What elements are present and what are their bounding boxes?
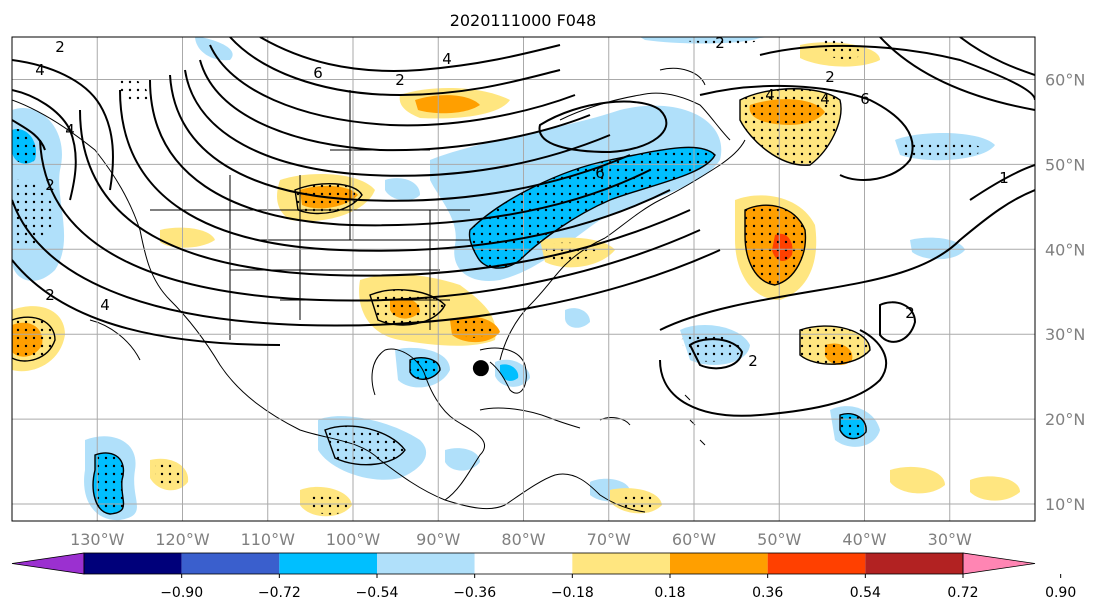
contour-label: 2 xyxy=(45,286,55,304)
longitude-label: 100°W xyxy=(326,530,381,549)
longitude-label: 110°W xyxy=(241,530,296,549)
latitude-label: 30°N xyxy=(1045,325,1085,344)
colorbar: −0.90 −0.72 −0.54 −0.36 −0.18 0.18 0.36 0.54 0.7… xyxy=(11,552,1076,601)
contour-label: 4 xyxy=(100,296,110,314)
longitude-label: 60°W xyxy=(672,530,716,549)
colorbar-bin xyxy=(474,553,573,574)
colorbar-tick-label: −0.54 xyxy=(356,585,399,601)
longitude-label: 130°W xyxy=(70,530,125,549)
colorbar-tick-label: 0.72 xyxy=(947,585,978,601)
latitude-label: 20°N xyxy=(1045,410,1085,429)
contour-label: 2 xyxy=(825,68,835,86)
colorbar-bin xyxy=(670,553,768,574)
longitude-label: 40°W xyxy=(842,530,886,549)
latitude-label: 40°N xyxy=(1045,240,1085,259)
longitude-label: 70°W xyxy=(587,530,631,549)
colorbar-tick-label: −0.36 xyxy=(453,585,496,601)
colorbar-bin xyxy=(377,553,475,574)
figure-title: 2020111000 F048 xyxy=(450,11,597,30)
colorbar-min-extend xyxy=(11,552,85,575)
contour-lines xyxy=(12,37,1035,417)
contour-label: 6 xyxy=(313,64,323,82)
longitude-label: 80°W xyxy=(501,530,545,549)
colorbar-tick-label: −0.90 xyxy=(160,585,203,601)
longitude-labels: 130°W 120°W 110°W 100°W 90°W 80°W 70°W 60°W 50°W… xyxy=(70,530,972,549)
colorbar-tick-label: −0.18 xyxy=(551,585,594,601)
contour-label: 6 xyxy=(595,164,605,182)
longitude-label: 50°W xyxy=(757,530,801,549)
graticule xyxy=(12,37,1035,521)
contour-label: 2 xyxy=(715,34,725,52)
contour-label: 2 xyxy=(748,352,758,370)
colorbar-tick-label: 0.18 xyxy=(654,585,685,601)
colorbar-frame xyxy=(83,552,964,575)
contour-label: 4 xyxy=(65,121,75,139)
contour-label: 4 xyxy=(765,86,775,104)
longitude-label: 120°W xyxy=(155,530,210,549)
longitude-label: 90°W xyxy=(416,530,460,549)
contour-label: 2 xyxy=(45,176,55,194)
latitude-label: 50°N xyxy=(1045,155,1085,174)
colorbar-bin xyxy=(767,553,866,574)
colorbar-bin xyxy=(181,553,280,574)
contour-label: 2 xyxy=(395,71,405,89)
colorbar-max-extend xyxy=(962,552,1036,575)
latitude-label: 60°N xyxy=(1045,70,1085,89)
longitude-label: 30°W xyxy=(928,530,972,549)
colorbar-tick-label: −0.72 xyxy=(258,585,301,601)
latitude-labels: 60°N 50°N 40°N 30°N 20°N 10°N xyxy=(1045,70,1085,514)
contour-label: 4 xyxy=(442,50,452,68)
contour-label: 1 xyxy=(999,169,1009,187)
anomaly-outlines xyxy=(12,88,871,515)
colorbar-bin xyxy=(84,553,182,574)
map-frame xyxy=(11,36,1036,522)
colorbar-tick-label: 0.36 xyxy=(752,585,783,601)
colorbar-tick-label: 0.90 xyxy=(1045,585,1076,601)
colorbar-bin xyxy=(865,553,963,574)
colorbar-bin xyxy=(279,553,377,574)
contour-label: 4 xyxy=(820,90,830,108)
coastlines xyxy=(12,67,746,513)
contour-label: 2 xyxy=(905,304,915,322)
colorbar-bin xyxy=(572,553,670,574)
colorbar-tick-label: 0.54 xyxy=(850,585,881,601)
contour-label: 2 xyxy=(55,38,65,56)
contour-label: 6 xyxy=(860,90,870,108)
storm-center-marker xyxy=(472,360,489,377)
contour-label: 4 xyxy=(35,61,45,79)
latitude-label: 10°N xyxy=(1045,495,1085,514)
